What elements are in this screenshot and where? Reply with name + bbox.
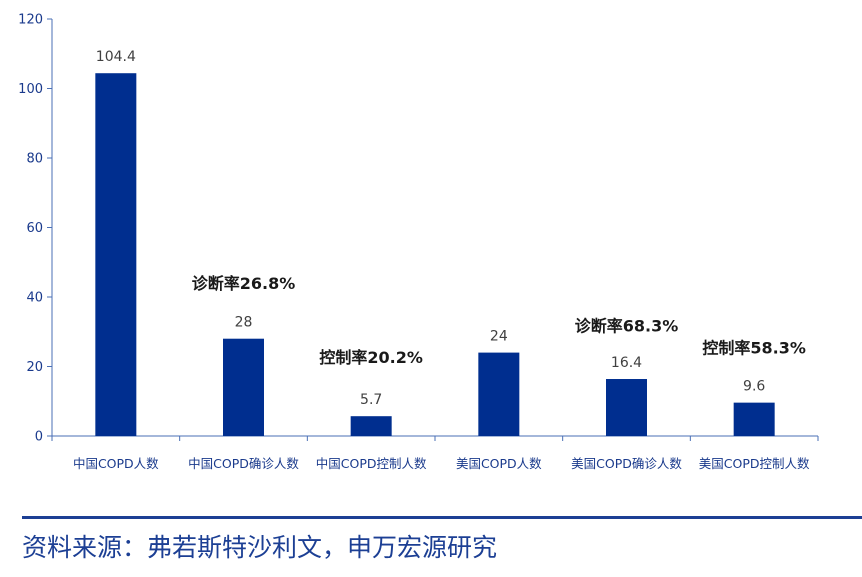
rate-annotation: 诊断率68.3% <box>575 316 679 335</box>
y-tick-label: 20 <box>26 360 43 375</box>
rate-annotation: 控制率20.2% <box>319 348 423 367</box>
x-tick-label: 中国COPD控制人数 <box>316 456 427 471</box>
y-tick-label: 100 <box>18 82 43 97</box>
bar <box>606 379 647 436</box>
data-label: 16.4 <box>611 355 642 371</box>
data-label: 104.4 <box>96 49 136 65</box>
bar <box>350 416 392 436</box>
rate-annotation: 诊断率26.8% <box>192 274 296 293</box>
data-label: 5.7 <box>360 392 382 408</box>
y-tick-label: 80 <box>26 152 43 167</box>
bar <box>478 352 520 436</box>
x-axis: 中国COPD人数 中国COPD确诊人数 中国COPD控制人数 美国COPD人数 美国CO… <box>51 435 819 471</box>
x-tick-label: 中国COPD人数 <box>73 456 159 471</box>
y-tick-label: 40 <box>26 291 43 306</box>
y-axis: 0 20 40 60 80 100 120 <box>18 13 53 445</box>
data-label: 24 <box>490 329 508 345</box>
y-tick-label: 120 <box>18 13 43 28</box>
x-tick-label: 美国COPD控制人数 <box>699 456 810 471</box>
bar <box>223 338 264 436</box>
bars <box>95 73 775 437</box>
data-label: 9.6 <box>743 379 765 395</box>
y-tick-label: 60 <box>26 221 43 236</box>
rate-annotation: 控制率58.3% <box>702 338 806 357</box>
data-label: 28 <box>235 315 253 331</box>
value-labels: 104.4 28 5.7 24 16.4 9.6 <box>96 49 766 408</box>
x-tick-label: 美国COPD人数 <box>456 456 542 471</box>
annotations: 诊断率26.8% 控制率20.2% 诊断率68.3% 控制率58.3% <box>192 274 806 367</box>
x-tick-label: 中国COPD确诊人数 <box>188 456 299 471</box>
x-tick-label: 美国COPD确诊人数 <box>571 456 682 471</box>
source-note: 资料来源：弗若斯特沙利文，申万宏源研究 <box>22 533 498 562</box>
bar <box>95 73 137 437</box>
bar <box>733 402 775 436</box>
y-tick-label: 0 <box>35 430 43 445</box>
footer-divider <box>22 516 862 519</box>
